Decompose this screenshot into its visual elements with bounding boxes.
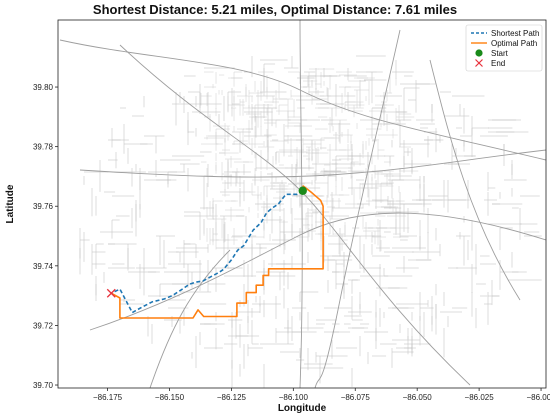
legend-start: Start bbox=[475, 49, 509, 58]
end-marker-stroke bbox=[106, 288, 116, 298]
legend-shortest-path: Shortest Path bbox=[471, 29, 539, 38]
start-marker bbox=[298, 186, 307, 195]
highway-line bbox=[89, 212, 546, 331]
y-tick-label: 39.70 bbox=[33, 381, 54, 390]
legend-circle-swatch bbox=[475, 49, 483, 57]
y-tick-label: 39.76 bbox=[33, 202, 54, 211]
legend-box bbox=[465, 24, 543, 72]
optimal-path-line bbox=[110, 185, 324, 319]
legend-label: Shortest Path bbox=[491, 29, 539, 38]
legend-optimal-path: Optimal Path bbox=[471, 39, 537, 48]
path-markers bbox=[106, 186, 307, 298]
end-marker bbox=[106, 288, 116, 298]
legend-x-swatch bbox=[475, 59, 483, 67]
legend-end: End bbox=[475, 59, 505, 68]
highway-line bbox=[79, 149, 546, 178]
x-tick-label: −86.150 bbox=[155, 393, 185, 402]
y-axis-ticks: 39.70 39.72 39.74 39.76 39.78 39.80 bbox=[33, 83, 58, 390]
chart-title: Shortest Distance: 5.21 miles, Optimal D… bbox=[92, 2, 458, 17]
y-tick-label: 39.78 bbox=[33, 143, 54, 152]
street-basemap bbox=[59, 20, 546, 388]
plot-frame bbox=[57, 19, 547, 389]
y-axis-label: Latitude bbox=[5, 184, 16, 223]
y-tick-label: 39.74 bbox=[33, 262, 54, 271]
highway-line bbox=[314, 29, 401, 388]
x-axis-label: Longitude bbox=[278, 403, 327, 414]
x-tick-label: −86.000 bbox=[526, 393, 550, 402]
legend-label: Optimal Path bbox=[491, 39, 537, 48]
street-grid bbox=[79, 55, 542, 388]
highway-line bbox=[429, 59, 521, 301]
x-tick-label: −86.100 bbox=[279, 393, 309, 402]
shortest-path-line bbox=[110, 190, 304, 314]
legend-label: End bbox=[491, 59, 505, 68]
x-tick-label: −86.075 bbox=[341, 393, 371, 402]
x-tick-label: −86.125 bbox=[217, 393, 247, 402]
path-series bbox=[110, 185, 324, 319]
x-tick-label: −86.175 bbox=[93, 393, 123, 402]
street-grid-core bbox=[200, 68, 419, 260]
highway-line bbox=[149, 249, 231, 388]
x-tick-label: −86.025 bbox=[465, 393, 495, 402]
y-tick-label: 39.80 bbox=[33, 83, 54, 92]
highway-line bbox=[59, 39, 546, 161]
legend-label: Start bbox=[491, 49, 509, 58]
y-tick-label: 39.72 bbox=[33, 321, 54, 330]
x-tick-label: −86.050 bbox=[403, 393, 433, 402]
x-axis-ticks: −86.175 −86.150 −86.125 −86.100 −86.075 −86.0… bbox=[93, 388, 550, 402]
